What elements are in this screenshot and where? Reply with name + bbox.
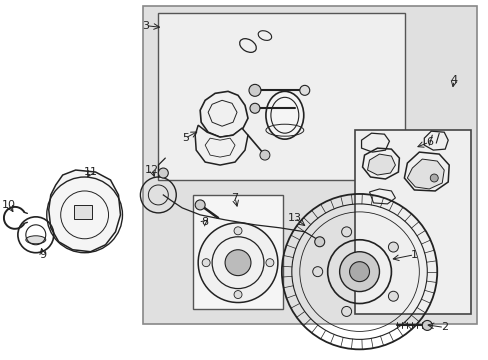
Text: 9: 9 (39, 250, 46, 260)
Circle shape (260, 150, 269, 160)
Text: 10: 10 (2, 200, 16, 210)
Circle shape (387, 291, 398, 301)
Polygon shape (404, 152, 448, 191)
Circle shape (195, 200, 205, 210)
Text: 6: 6 (425, 137, 432, 147)
Circle shape (429, 174, 437, 182)
Circle shape (387, 242, 398, 252)
Circle shape (341, 306, 351, 316)
Bar (74, 205, 91, 219)
Text: 8: 8 (201, 217, 208, 227)
Polygon shape (200, 91, 247, 137)
Text: 11: 11 (83, 167, 98, 177)
Text: 7: 7 (231, 193, 238, 203)
Polygon shape (407, 159, 443, 189)
Circle shape (234, 227, 242, 235)
Text: 1: 1 (410, 250, 417, 260)
Bar (193, 195, 282, 310)
Bar (158, 13, 405, 180)
Circle shape (339, 252, 379, 292)
Text: 13: 13 (287, 213, 301, 223)
Circle shape (234, 291, 242, 298)
Circle shape (198, 223, 277, 302)
Circle shape (299, 85, 309, 95)
Text: 2: 2 (440, 323, 447, 332)
Circle shape (249, 103, 260, 113)
Ellipse shape (265, 91, 303, 139)
Polygon shape (49, 170, 120, 252)
Text: 4: 4 (450, 75, 457, 85)
Text: 12: 12 (145, 165, 159, 175)
Bar (143, 6, 476, 324)
Circle shape (314, 237, 324, 247)
Circle shape (349, 262, 369, 282)
Circle shape (224, 250, 250, 276)
Text: 3: 3 (142, 21, 148, 31)
Circle shape (158, 168, 168, 178)
Circle shape (265, 259, 273, 267)
Text: 5: 5 (182, 133, 188, 143)
Ellipse shape (26, 236, 46, 244)
Circle shape (312, 267, 322, 276)
Polygon shape (367, 154, 395, 175)
Circle shape (422, 320, 431, 330)
Polygon shape (195, 125, 247, 165)
Polygon shape (362, 148, 399, 179)
Circle shape (202, 259, 210, 267)
Circle shape (248, 84, 261, 96)
Bar (354, 130, 470, 315)
Circle shape (341, 227, 351, 237)
